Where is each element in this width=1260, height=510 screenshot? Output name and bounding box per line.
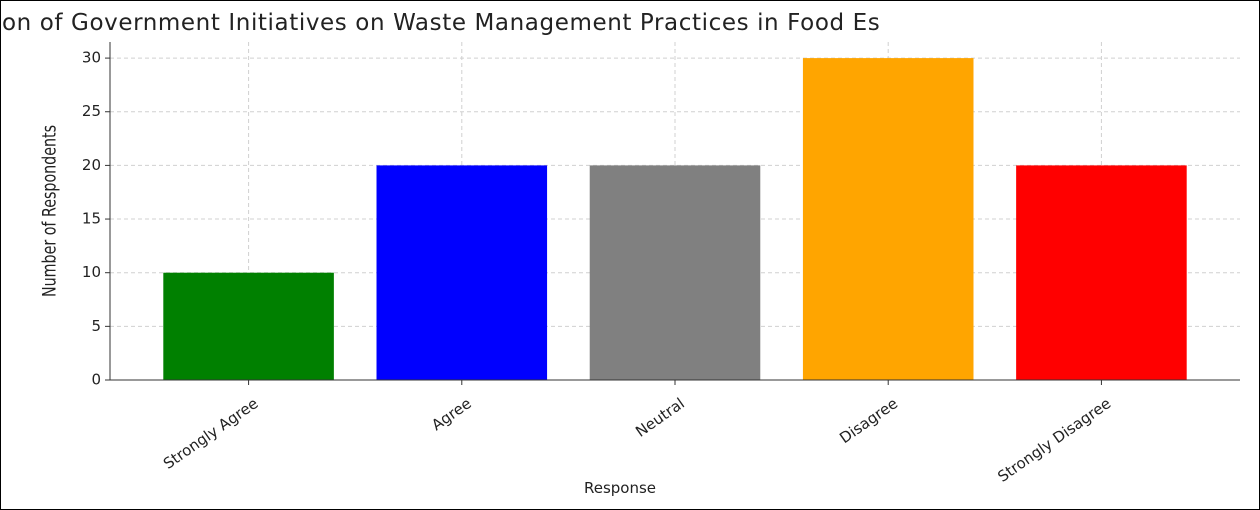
y-tick-label: 0 [91,371,101,389]
x-axis-label: Response [584,479,656,497]
bar [163,272,334,380]
y-tick-label: 20 [82,156,101,174]
y-axis-label: Number of Respondents [38,125,61,297]
y-tick-label: 10 [82,263,101,281]
y-tick-label: 5 [91,317,101,335]
y-tick-label: 25 [82,102,101,120]
y-tick-label: 30 [82,49,101,67]
chart-title: on of Government Initiatives on Waste Ma… [2,10,880,36]
bar [589,165,761,380]
bar [802,58,974,380]
bar [376,165,548,380]
y-tick-label: 15 [82,210,101,228]
bar [1016,165,1187,380]
